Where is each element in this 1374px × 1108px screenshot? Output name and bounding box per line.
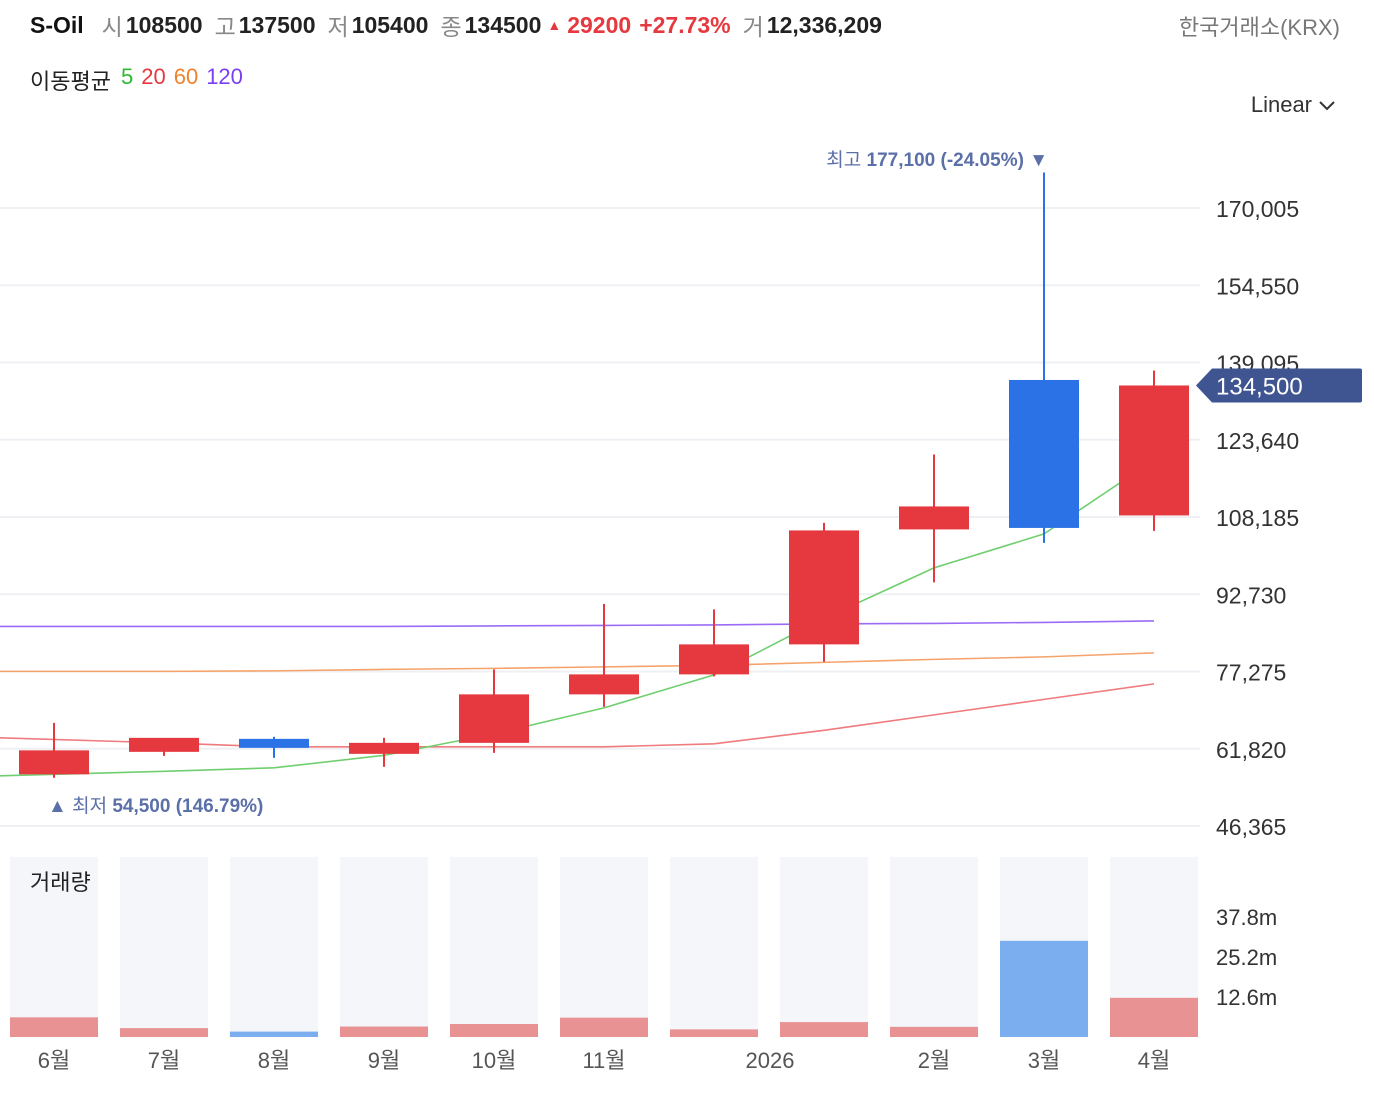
candle-body (1009, 379, 1079, 528)
candle-body (679, 644, 749, 675)
y-tick-label: 108,185 (1216, 505, 1299, 531)
volume-bar (1000, 940, 1088, 1037)
y-tick-label: 61,820 (1216, 737, 1286, 763)
scale-mode-dropdown[interactable]: Linear (1251, 92, 1336, 118)
last-price-label: 134,500 (1216, 373, 1303, 400)
chevron-down-icon (1319, 101, 1335, 111)
candle-body (239, 738, 309, 748)
volume-column-bg (780, 857, 868, 1037)
x-tick-label: 11월 (582, 1048, 625, 1073)
change-percent: +27.73% (639, 11, 731, 38)
ma20-line (0, 683, 1155, 748)
volume-column-bg (450, 857, 538, 1037)
low-value: 105400 (351, 11, 429, 38)
volume-value: 12,336,209 (766, 11, 882, 38)
x-tick-label: 4월 (1138, 1048, 1170, 1073)
volume-column-bg (670, 857, 758, 1037)
candle-body (349, 742, 419, 754)
ma-period-5[interactable]: 5 (120, 64, 134, 89)
candle-body (129, 737, 199, 752)
volume-column-bg (890, 857, 978, 1037)
x-tick-label: 3월 (1028, 1048, 1060, 1073)
y-tick-label: 77,275 (1216, 660, 1286, 686)
candle-body (789, 530, 859, 645)
volume-tick-label: 25.2m (1216, 945, 1277, 970)
y-tick-label: 123,640 (1216, 428, 1299, 454)
ma60-line (0, 652, 1155, 673)
open-value: 108500 (125, 11, 203, 38)
ma-period-120[interactable]: 120 (206, 64, 243, 89)
candle-body (19, 750, 89, 775)
stock-name: S-Oil (30, 11, 84, 38)
x-tick-label: 6월 (38, 1048, 70, 1073)
moving-average-label: 이동평균 (30, 69, 111, 94)
volume-bar (780, 1022, 868, 1037)
quote-header: S-Oil 시 108500 고 137500 저 105400 종 13450… (30, 8, 894, 42)
ma120-line (0, 620, 1155, 628)
volume-tick-label: 37.8m (1216, 905, 1277, 930)
volume-bar (10, 1017, 98, 1037)
volume-label: 거래량 (30, 870, 91, 895)
volume-bar (1110, 997, 1198, 1037)
low-annotation: ▲ 최저 54,500 (146.79%) (48, 795, 263, 817)
x-tick-label: 2026 (746, 1048, 795, 1073)
change-value: 29200 (567, 11, 632, 38)
volume-tick-label: 12.6m (1216, 985, 1277, 1010)
y-tick-label: 170,005 (1216, 196, 1299, 222)
candle-body (459, 694, 529, 743)
volume-bar (560, 1017, 648, 1037)
x-tick-label: 8월 (258, 1048, 290, 1073)
volume-column-bg (340, 857, 428, 1037)
high-annotation: 최고 177,100 (-24.05%) ▼ (826, 149, 1048, 171)
close-value: 134500 (464, 11, 542, 38)
y-tick-label: 46,365 (1216, 814, 1286, 840)
volume-bar (670, 1029, 758, 1037)
candle-body (899, 506, 969, 530)
moving-average-legend: 이동평균 5 20 60 120 (30, 64, 243, 96)
y-tick-label: 92,730 (1216, 582, 1286, 608)
volume-bar (230, 1031, 318, 1037)
volume-bar (120, 1028, 208, 1037)
candle-body (1119, 385, 1189, 516)
candle-body (569, 674, 639, 695)
close-label: 종 (440, 14, 462, 40)
volume-label: 거 (742, 14, 764, 40)
ma5-line (0, 459, 1155, 777)
volume-bar (890, 1026, 978, 1037)
scale-mode-label: Linear (1250, 92, 1312, 117)
y-tick-label: 154,550 (1216, 273, 1299, 299)
ma-period-20[interactable]: 20 (141, 64, 166, 89)
high-value: 137500 (238, 11, 316, 38)
x-tick-label: 2월 (918, 1048, 950, 1073)
volume-column-bg (120, 857, 208, 1037)
open-label: 시 (101, 14, 123, 40)
ma-period-60[interactable]: 60 (173, 64, 199, 89)
last-price-tag (1196, 368, 1362, 403)
volume-column-bg (560, 857, 648, 1037)
high-label: 고 (214, 14, 236, 40)
x-tick-label: 9월 (368, 1048, 400, 1073)
volume-column-bg (230, 857, 318, 1037)
volume-column-bg (10, 857, 98, 1037)
volume-bar (450, 1023, 538, 1037)
x-tick-label: 7월 (148, 1048, 180, 1073)
exchange-name: 한국거래소(KRX) (1178, 15, 1340, 40)
up-triangle-icon: ▲ (547, 17, 562, 33)
low-label: 저 (327, 14, 349, 40)
x-tick-label: 10월 (472, 1048, 517, 1073)
volume-bar (340, 1026, 428, 1037)
